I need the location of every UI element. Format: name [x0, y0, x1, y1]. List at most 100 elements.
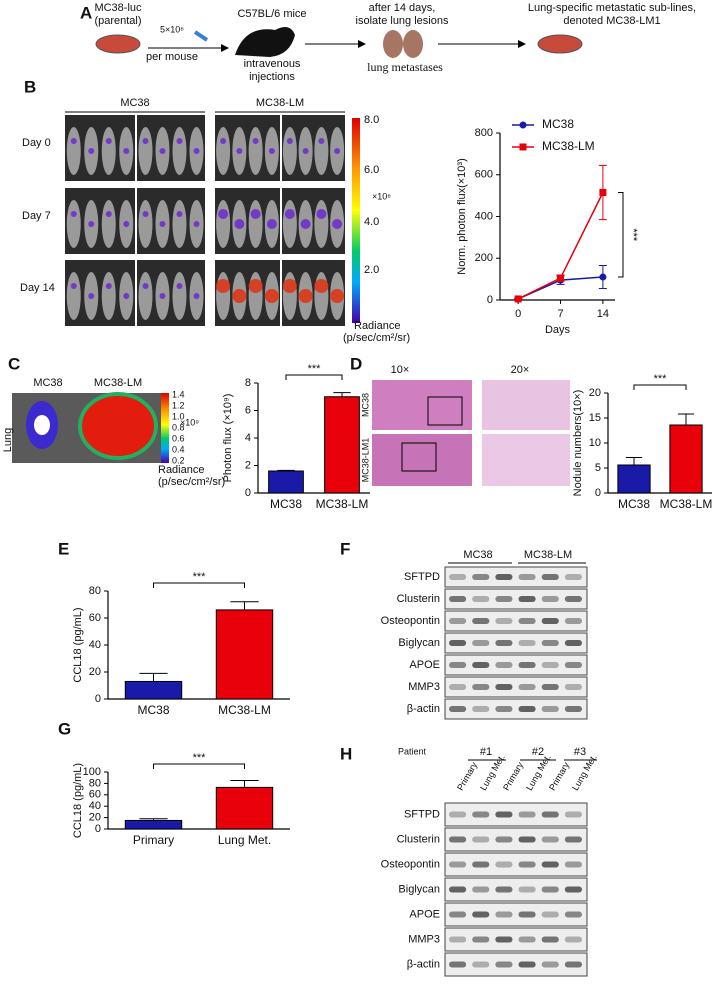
protein-label: APOE	[409, 908, 440, 920]
bar	[669, 424, 703, 494]
colorbar-title: (p/sec/cm²/sr)	[343, 332, 410, 344]
y-axis-title: CCL18 (pg/mL)	[72, 607, 84, 682]
band	[449, 662, 467, 668]
mouse	[66, 272, 81, 320]
y-tick-label: 200	[475, 252, 493, 264]
band	[449, 886, 467, 893]
band	[564, 662, 582, 668]
band	[495, 684, 513, 690]
colorbar-title: Radiance	[158, 464, 204, 476]
band	[564, 861, 582, 868]
label: denoted MC38-LM1	[563, 15, 660, 27]
band	[518, 706, 536, 712]
band	[541, 640, 559, 646]
band	[495, 811, 513, 818]
signal	[314, 279, 329, 293]
mouse	[138, 200, 153, 248]
mouse	[216, 200, 231, 248]
y-axis-title: CCL18 (pg/mL)	[72, 763, 84, 838]
band	[518, 911, 536, 918]
panel-b-images: MC38 MC38-LM Day 0 Day 7 Day 14 8.0 6.0 …	[20, 97, 410, 344]
band	[541, 574, 559, 580]
signal	[193, 293, 200, 299]
protein-label: Biglycan	[398, 637, 440, 649]
y-tick-label: 20	[589, 387, 601, 399]
x-tick-label: 0	[515, 308, 521, 320]
band	[518, 886, 536, 893]
signal	[70, 211, 77, 217]
band	[472, 618, 490, 624]
y-tick-label: 800	[475, 127, 493, 139]
signal	[88, 293, 95, 299]
band	[518, 640, 536, 646]
label: Lung-specific metastatic sub-lines,	[528, 2, 696, 14]
band	[564, 596, 582, 602]
marker	[514, 295, 522, 303]
label: C57BL/6 mice	[237, 8, 306, 20]
panel-label: E	[58, 539, 69, 558]
significance: ***	[193, 571, 207, 583]
colorbar-exponent: ×10⁶	[372, 191, 391, 201]
band	[472, 861, 490, 868]
group-label: MC38	[120, 97, 149, 109]
protein-label: MMP3	[408, 681, 440, 693]
mouse	[282, 200, 297, 248]
signal	[123, 293, 130, 299]
colorbar-label: 4.0	[364, 216, 379, 228]
error-bar	[625, 457, 643, 465]
band	[472, 706, 490, 712]
signal	[142, 211, 149, 217]
band	[472, 684, 490, 690]
signal	[88, 221, 95, 227]
band	[518, 662, 536, 668]
panel-label: G	[58, 719, 71, 738]
band	[564, 574, 582, 580]
x-tick-label: MC38	[618, 497, 650, 511]
signal	[330, 289, 345, 303]
panel-c-images: MC38 MC38-LM Lung 1.41.21.00.80.60.40.2 …	[2, 377, 225, 488]
significance: ***	[308, 363, 322, 375]
colorbar-label: 1.0	[172, 411, 185, 421]
signal	[266, 219, 277, 229]
protein-label: Biglycan	[398, 883, 440, 895]
mouse	[248, 127, 263, 175]
protein-label: Osteopontin	[381, 615, 440, 627]
band	[518, 861, 536, 868]
y-tick-label: 80	[89, 585, 101, 597]
signal	[142, 283, 149, 289]
marker	[557, 274, 565, 282]
panel-label: D	[350, 354, 362, 373]
colorbar	[352, 118, 360, 323]
signal	[250, 209, 261, 219]
error-bar	[230, 601, 259, 610]
protein-label: Osteopontin	[381, 858, 440, 870]
row-label: Day 14	[20, 282, 55, 294]
dish	[95, 34, 141, 54]
signal	[193, 148, 200, 154]
magnification: 10×	[391, 364, 410, 376]
protein-label: Clusterin	[397, 833, 440, 845]
signal	[159, 293, 166, 299]
x-tick-label: 7	[557, 308, 563, 320]
mouse	[314, 200, 329, 248]
x-tick-label: MC38	[137, 703, 169, 717]
band	[472, 640, 490, 646]
panel-label: F	[340, 539, 350, 558]
signal	[332, 219, 343, 229]
y-tick-label: 10	[589, 437, 601, 449]
mouse	[216, 127, 231, 175]
band	[472, 574, 490, 580]
marker	[599, 273, 607, 281]
lane-label: Lung Met.	[570, 753, 599, 793]
blot-row	[444, 610, 588, 632]
band	[541, 811, 559, 818]
y-axis-title: Photon flux (×10⁹)	[222, 394, 234, 483]
signal	[105, 211, 112, 217]
colorbar-label: 0.6	[172, 433, 185, 443]
band	[449, 574, 467, 580]
signal	[318, 138, 325, 144]
group-label: MC38-LM	[256, 97, 304, 109]
y-tick-label: 0	[487, 294, 493, 306]
dish	[537, 34, 583, 54]
colorbar-label: 0.2	[172, 455, 185, 465]
